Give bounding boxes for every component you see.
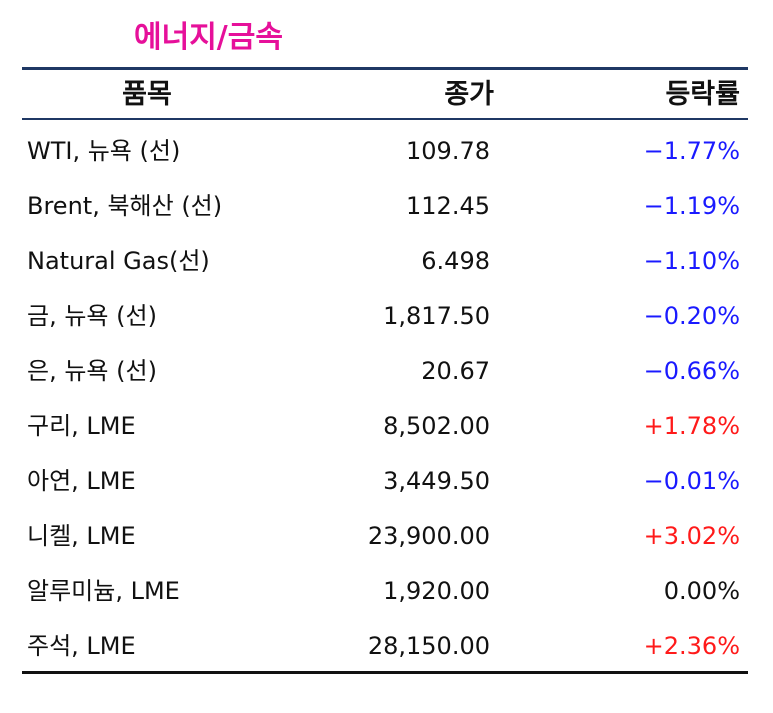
table-bottom-rule (22, 671, 748, 674)
close-price: 20.67 (421, 357, 490, 385)
item-name: WTI, 뉴욕 (선) (27, 137, 181, 165)
item-name: Natural Gas(선) (27, 247, 210, 275)
header-close: 종가 (444, 79, 494, 110)
change-rate: +3.02% (643, 522, 740, 550)
item-name: 알루미늄, LME (27, 577, 180, 605)
close-price: 109.78 (406, 137, 490, 165)
table-row: Brent, 북해산 (선) 112.45 −1.19% (0, 179, 773, 234)
table-top-rule (22, 67, 748, 70)
close-price: 8,502.00 (383, 412, 490, 440)
item-name: 아연, LME (27, 467, 136, 495)
change-rate: −0.66% (643, 357, 740, 385)
item-name: 금, 뉴욕 (선) (27, 302, 157, 330)
table-row: 주석, LME 28,150.00 +2.36% (0, 619, 773, 674)
close-price: 1,817.50 (383, 302, 490, 330)
table-row: 은, 뉴욕 (선) 20.67 −0.66% (0, 344, 773, 399)
table-row: 아연, LME 3,449.50 −0.01% (0, 454, 773, 509)
change-rate: −1.10% (643, 247, 740, 275)
table-row: 니켈, LME 23,900.00 +3.02% (0, 509, 773, 564)
change-rate: −0.20% (643, 302, 740, 330)
table-row: WTI, 뉴욕 (선) 109.78 −1.77% (0, 124, 773, 179)
table-row: 구리, LME 8,502.00 +1.78% (0, 399, 773, 454)
page-title: 에너지/금속 (134, 20, 283, 55)
change-rate: −1.19% (643, 192, 740, 220)
close-price: 112.45 (406, 192, 490, 220)
header-item: 품목 (122, 79, 172, 110)
change-rate: 0.00% (663, 577, 740, 605)
change-rate: −1.77% (643, 137, 740, 165)
close-price: 23,900.00 (367, 522, 490, 550)
item-name: 니켈, LME (27, 522, 136, 550)
table-body: WTI, 뉴욕 (선) 109.78 −1.77% Brent, 북해산 (선)… (0, 124, 773, 674)
table-row: 금, 뉴욕 (선) 1,817.50 −0.20% (0, 289, 773, 344)
close-price: 1,920.00 (383, 577, 490, 605)
item-name: 주석, LME (27, 632, 136, 660)
header-change: 등락률 (665, 79, 740, 110)
table-row: 알루미늄, LME 1,920.00 0.00% (0, 564, 773, 619)
change-rate: +2.36% (643, 632, 740, 660)
close-price: 28,150.00 (367, 632, 490, 660)
table-header-rule (22, 118, 748, 120)
table-row: Natural Gas(선) 6.498 −1.10% (0, 234, 773, 289)
close-price: 3,449.50 (383, 467, 490, 495)
item-name: Brent, 북해산 (선) (27, 192, 223, 220)
change-rate: −0.01% (643, 467, 740, 495)
change-rate: +1.78% (643, 412, 740, 440)
close-price: 6.498 (421, 247, 490, 275)
item-name: 구리, LME (27, 412, 136, 440)
item-name: 은, 뉴욕 (선) (27, 357, 157, 385)
